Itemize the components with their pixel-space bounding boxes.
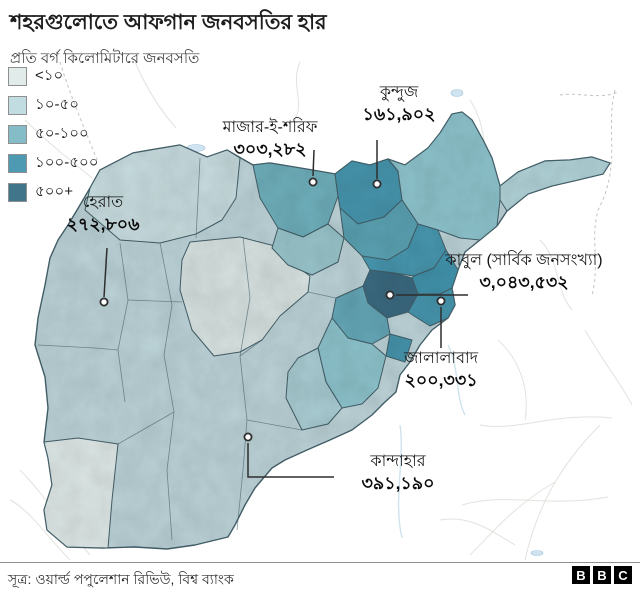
background-rivers (397, 344, 466, 539)
city-value: ৩০৩,২৮২ (233, 138, 307, 159)
city-markers (99, 177, 446, 442)
bbc-logo: B B C (569, 566, 632, 584)
legend-label: ৫০০+ (35, 183, 73, 200)
bbc-logo-block: C (614, 566, 632, 584)
bbc-logo-block: B (572, 566, 590, 584)
legend-row: ১০-৫০ (8, 93, 98, 118)
city-label-kandahar: কান্দাহার ৩৯১,১৯০ (361, 453, 434, 494)
footer-divider (0, 562, 640, 563)
legend-label: <১০ (35, 67, 64, 84)
city-name: জালালাবাদ (403, 350, 479, 367)
terrain-texture (35, 112, 610, 549)
leader-mazar (312, 149, 315, 177)
city-label-jalalabad: জালালাবাদ ২০০,৩৩১ (404, 350, 478, 391)
legend-swatch (8, 154, 27, 173)
marker-jalalabad (436, 296, 446, 306)
page-title: শহরগুলোতে আফগান জনবসতির হার (10, 11, 327, 34)
city-name: কান্দাহার (370, 453, 426, 470)
legend-swatch (8, 183, 27, 202)
city-name: মাজার-ই-শরিফ (222, 119, 318, 136)
legend-row: ৫০০+ (8, 180, 98, 205)
legend-label: ১০০-৫০০ (35, 154, 99, 171)
legend-row: <১০ (8, 64, 98, 89)
city-value: ৩,০৪৩,৫৩২ (479, 271, 569, 292)
marker-mazar (308, 177, 318, 187)
legend-swatch (8, 67, 27, 86)
city-value: ১৬১,৯০২ (362, 103, 436, 124)
legend-label: ১০-৫০ (35, 96, 79, 113)
source-text: সূত্র: ওয়ার্ল্ড পপুলেশান রিভিউ, বিশ্ব ব… (8, 571, 234, 587)
legend-row: ৫০-১০০ (8, 122, 98, 147)
bbc-logo-block: B (593, 566, 611, 584)
leader-herat (103, 247, 108, 298)
legend-row: ১০০-৫০০ (8, 151, 98, 176)
legend-swatch (8, 96, 27, 115)
leader-lines (103, 140, 468, 478)
marker-kabul (385, 290, 395, 300)
marker-herat (99, 297, 109, 307)
city-value: ২৭২,৮০৬ (66, 213, 140, 234)
city-value: ২০০,৩৩১ (404, 369, 478, 390)
header: শহরগুলোতে আফগান জনবসতির হার প্রতি বর্গ ক… (10, 6, 327, 72)
leader-kandahar (247, 443, 334, 478)
city-name: কাবুল (সার্বিক জনসংখ্যা) (445, 252, 603, 269)
city-name: হেরাত (82, 194, 124, 211)
city-label-kunduz: কুন্দুজ ১৬১,৯০২ (362, 84, 435, 125)
marker-kunduz (372, 179, 382, 189)
city-label-herat: হেরাত ২৭২,৮০৬ (66, 194, 139, 235)
city-value: ৩৯১,১৯০ (361, 472, 435, 493)
legend-swatch (8, 125, 27, 144)
legend-title: প্রতি বর্গ কিলোমিটারে জনবসতি (10, 50, 200, 67)
marker-kandahar (243, 432, 253, 442)
background-borders-dashed (59, 61, 619, 296)
city-label-mazar: মাজার-ই-শরিফ ৩০৩,২৮২ (223, 119, 318, 160)
city-name: কুন্দুজ (379, 84, 419, 101)
legend: <১০ ১০-৫০ ৫০-১০০ ১০০-৫০০ ৫০০+ (8, 64, 98, 209)
city-label-kabul: কাবুল (সার্বিক জনসংখ্যা) ৩,০৪৩,৫৩২ (445, 252, 602, 293)
legend-label: ৫০-১০০ (35, 125, 89, 142)
